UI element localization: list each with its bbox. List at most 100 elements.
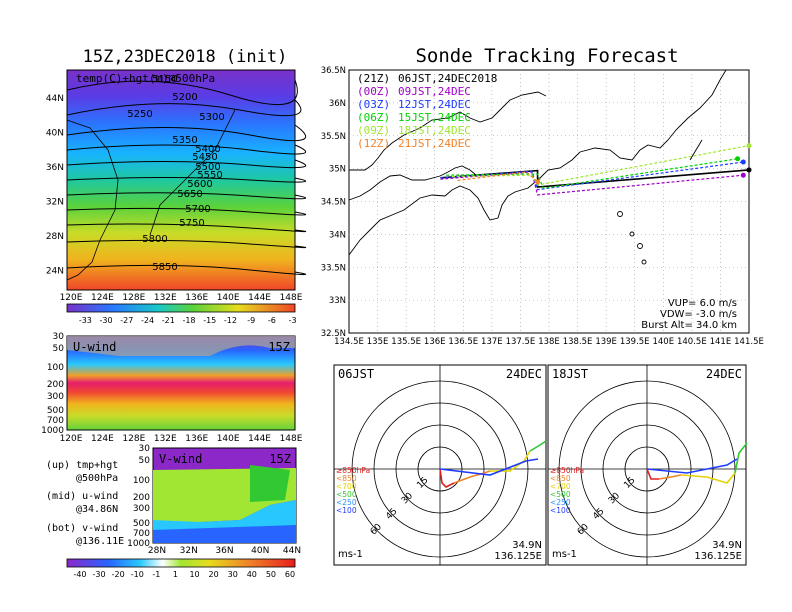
y-tick-label: 500 bbox=[47, 406, 64, 416]
y-tick-label: 36.5N bbox=[321, 66, 346, 76]
y-tick-label: 50 bbox=[53, 344, 65, 354]
legend-label: 06JST,24DEC2018 bbox=[398, 72, 497, 85]
level-legend: <100 bbox=[550, 506, 571, 515]
legend-label: 18JST,24DEC bbox=[398, 124, 471, 137]
x-tick-label: 144E bbox=[248, 434, 271, 444]
x-tick-label: 36N bbox=[215, 546, 233, 556]
legend-time: (06Z) bbox=[357, 111, 390, 124]
v-wind-time: 15Z bbox=[269, 452, 291, 466]
coastline bbox=[348, 69, 727, 265]
sonde-tracks bbox=[440, 143, 752, 196]
track-info-line: Burst Alt= 34.0 km bbox=[641, 320, 737, 331]
panel-note: @500hPa bbox=[76, 473, 118, 484]
x-tick-label: 136.5E bbox=[448, 337, 478, 347]
panel-note: (up) tmp+hgt bbox=[46, 460, 118, 471]
y-tick-label: 32N bbox=[46, 198, 64, 208]
main-title: Sonde Tracking Forecast bbox=[415, 45, 678, 67]
y-tick-label: 33.5N bbox=[321, 263, 346, 273]
y-tick-label: 700 bbox=[47, 416, 64, 426]
x-tick-label: 137E bbox=[481, 337, 503, 347]
level-legend: ≥850hPa bbox=[550, 466, 584, 475]
hodo-lon: 136.125E bbox=[494, 551, 542, 562]
y-tick-label: 34N bbox=[329, 230, 346, 240]
colorbar-label: 30 bbox=[228, 570, 238, 579]
colorbar-label: -18 bbox=[182, 316, 195, 325]
y-tick-label: 33N bbox=[329, 296, 346, 306]
x-tick-label: 138E bbox=[538, 337, 560, 347]
contour-labels: 5150 5200 5250 5300 535054005450550055505600… bbox=[127, 74, 224, 273]
colorbar-label: -27 bbox=[120, 316, 133, 325]
y-tick-label: 35N bbox=[329, 165, 346, 175]
track-line bbox=[446, 158, 738, 190]
hodo-unit: ms-1 bbox=[338, 549, 363, 560]
hodo-time: 18JST bbox=[552, 367, 588, 381]
x-tick-label: 40N bbox=[251, 546, 269, 556]
hodograph-trace bbox=[439, 468, 455, 488]
colorbar-label: -9 bbox=[247, 316, 255, 325]
contour-label: 5400 bbox=[195, 144, 220, 155]
contour-label: 5200 bbox=[172, 92, 197, 103]
x-tick-label: 44N bbox=[283, 546, 301, 556]
legend-time: (09Z) bbox=[357, 124, 390, 137]
contour-label: 5500 bbox=[195, 162, 220, 173]
colorbar-label: 1 bbox=[173, 570, 178, 579]
x-tick-label: 141E bbox=[710, 337, 732, 347]
colorbar-label: -1 bbox=[152, 570, 160, 579]
init-title: 15Z,23DEC2018 (init) bbox=[83, 47, 288, 67]
level-legend: <850 bbox=[336, 474, 357, 483]
colorbar-label: -3 bbox=[289, 316, 297, 325]
x-tick-label: 140E bbox=[217, 293, 240, 303]
track-map: (21Z) 06JST,24DEC2018 (00Z) 09JST,24DEC (03Z… bbox=[321, 66, 764, 347]
x-tick-label: 132E bbox=[154, 293, 177, 303]
panel-note: (mid) u-wind bbox=[46, 491, 118, 502]
legend-time: (21Z) bbox=[357, 72, 390, 85]
legend-label: 15JST,24DEC bbox=[398, 111, 471, 124]
hodo-lat: 34.9N bbox=[512, 540, 542, 551]
y-tick-label: 30 bbox=[53, 332, 65, 342]
x-tick-label: 136E bbox=[185, 293, 208, 303]
hodo-date: 24DEC bbox=[506, 367, 542, 381]
y-tick-label: 34.5N bbox=[321, 198, 346, 208]
hodo-time: 06JST bbox=[338, 367, 374, 381]
x-tick-label: 120E bbox=[60, 434, 83, 444]
colorbar-label: 60 bbox=[285, 570, 295, 579]
upper-map-yticks: 44N 40N 36N 32N 28N 24N bbox=[46, 94, 64, 277]
colorbar-label: -40 bbox=[73, 570, 86, 579]
x-tick-label: 124E bbox=[91, 434, 114, 444]
legend-label: 09JST,24DEC bbox=[398, 85, 471, 98]
y-tick-label: 200 bbox=[47, 380, 64, 390]
y-tick-label: 30 bbox=[139, 444, 151, 454]
level-legend: <700 bbox=[336, 482, 357, 491]
upper-map-xticks: 120E 124E 128E 132E 136E 140E 144E 148E bbox=[60, 293, 303, 303]
track-endpoint bbox=[746, 167, 752, 173]
x-tick-label: 148E bbox=[280, 434, 303, 444]
colorbar-label: 40 bbox=[247, 570, 257, 579]
x-tick-label: 120E bbox=[60, 293, 83, 303]
y-tick-label: 50 bbox=[139, 456, 151, 466]
u-wind-time: 15Z bbox=[268, 340, 290, 354]
panel-note: @136.11E bbox=[76, 536, 124, 547]
y-tick-label: 36N bbox=[329, 99, 346, 109]
hodo-unit: ms-1 bbox=[552, 549, 577, 560]
y-tick-label: 24N bbox=[46, 267, 64, 277]
hodograph-trace bbox=[453, 470, 491, 484]
track-legend: (21Z) 06JST,24DEC2018 (00Z) 09JST,24DEC (03Z… bbox=[357, 72, 497, 150]
contour-label: 5850 bbox=[152, 262, 177, 273]
level-legend: <250 bbox=[336, 498, 357, 507]
x-tick-label: 135E bbox=[367, 337, 389, 347]
y-tick-label: 44N bbox=[46, 94, 64, 104]
colorbar-label: -6 bbox=[268, 316, 276, 325]
contour-label: 5550 bbox=[197, 170, 222, 181]
colorbar-label: -24 bbox=[141, 316, 154, 325]
panel-notes: (up) tmp+hgt @500hPa (mid) u-wind @34.86N (b… bbox=[46, 460, 124, 547]
track-info-line: VUP= 6.0 m/s bbox=[668, 298, 737, 309]
legend-label: 21JST,24DEC bbox=[398, 137, 471, 150]
temperature-colorbar: -33 -30 -27 -24 -21 -18 -15 -12 -9 -6 -3 bbox=[66, 303, 297, 325]
x-tick-label: 128E bbox=[122, 293, 145, 303]
contour-label: 5450 bbox=[192, 152, 217, 163]
